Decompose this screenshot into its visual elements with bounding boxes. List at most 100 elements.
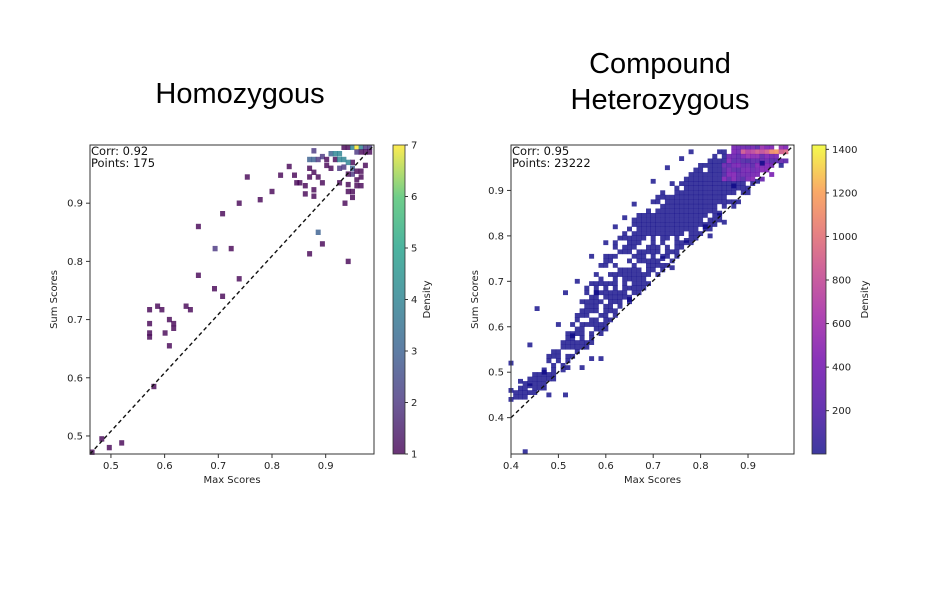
histogram-cell (755, 144, 760, 150)
histogram-cell (698, 176, 704, 182)
histogram-cell (650, 263, 656, 268)
histogram-cell (311, 156, 317, 163)
histogram-cell (513, 394, 519, 400)
histogram-cell (622, 281, 628, 286)
histogram-cell (721, 172, 727, 177)
histogram-cell (655, 199, 661, 205)
histogram-cell (551, 372, 557, 377)
x-tick-label: 0.7 (210, 461, 226, 472)
histogram-cell (679, 199, 685, 205)
histogram-cell (593, 281, 599, 286)
histogram-cell (683, 222, 689, 227)
histogram-cell (688, 217, 694, 223)
histogram-cell (683, 217, 689, 223)
histogram-cell (702, 224, 708, 230)
histogram-cell (717, 199, 723, 205)
histogram-cell (584, 340, 590, 345)
histogram-cell (717, 163, 723, 168)
histogram-cell (783, 158, 789, 164)
y-tick-label: 0.6 (67, 373, 83, 384)
histogram-cell (755, 158, 760, 164)
histogram-cell (311, 169, 317, 175)
histogram-cell (755, 153, 760, 159)
histogram-cell (612, 224, 618, 230)
histogram-cell (589, 317, 595, 323)
histogram-cell (342, 200, 348, 206)
histogram-cell (688, 181, 694, 186)
histogram-cell (731, 172, 737, 177)
histogram-cell (584, 285, 590, 291)
histogram-cell (660, 190, 666, 196)
histogram-cell (769, 172, 775, 177)
histogram-cell (726, 199, 732, 205)
histogram-cell (740, 153, 746, 159)
histogram-cell (541, 381, 547, 386)
colorbar-tick-label: 6 (411, 192, 417, 203)
histogram-cell (731, 158, 737, 164)
y-tick-label: 0.7 (488, 277, 504, 288)
histogram-cell (612, 263, 618, 268)
histogram-cell (660, 226, 666, 232)
histogram-cell (565, 335, 571, 341)
histogram-cell (579, 335, 585, 341)
histogram-cell (589, 303, 595, 309)
histogram-cell (565, 365, 571, 370)
histogram-cell (292, 172, 297, 178)
histogram-cell (307, 156, 313, 163)
histogram-cell (603, 308, 609, 314)
y-tick-label: 0.6 (488, 322, 504, 333)
histogram-cell (627, 244, 632, 250)
histogram-cell (617, 267, 623, 273)
histogram-cell (646, 222, 651, 227)
histogram-cell (636, 213, 642, 218)
histogram-cell (636, 240, 642, 246)
histogram-cell (608, 258, 613, 264)
histogram-cell (726, 172, 732, 177)
histogram-cell (636, 276, 642, 282)
histogram-cell (570, 322, 576, 327)
histogram-cell (622, 231, 628, 236)
histogram-cell (707, 190, 713, 196)
x-tick-label: 0.8 (693, 461, 709, 472)
histogram-cell (717, 190, 723, 196)
histogram-cell (617, 299, 623, 305)
histogram-cell (698, 163, 704, 168)
histogram-cell (736, 167, 741, 173)
colorbar-tick-label: 3 (411, 347, 417, 358)
histogram-cell (664, 253, 670, 259)
histogram-cell (574, 326, 580, 332)
histogram-cell (345, 188, 351, 195)
y-tick-label: 0.8 (67, 257, 83, 268)
histogram-cell (612, 299, 618, 305)
histogram-cell (778, 163, 784, 168)
histogram-cell (698, 199, 704, 205)
histogram-cell (337, 180, 343, 186)
histogram-cell (745, 176, 751, 182)
histogram-cell (541, 369, 547, 375)
histogram-cell (555, 353, 561, 359)
histogram-cell (593, 299, 599, 305)
histogram-cell (669, 217, 675, 223)
histogram-cell (345, 144, 351, 150)
histogram-cell (631, 222, 637, 227)
histogram-cell (750, 163, 756, 168)
y-tick-label: 0.9 (488, 186, 504, 197)
histogram-cell (721, 181, 727, 186)
histogram-cell (631, 276, 637, 282)
y-axis-label: Sum Scores (470, 270, 481, 329)
histogram-cell (759, 176, 765, 182)
histogram-cell (171, 320, 177, 327)
histogram-cell (688, 199, 694, 205)
histogram-cell (563, 290, 568, 296)
histogram-cell (589, 335, 595, 341)
histogram-cell (745, 149, 751, 155)
histogram-cell (527, 376, 533, 382)
histogram-cell (759, 167, 765, 173)
histogram-cell (660, 240, 666, 246)
histogram-cell (740, 149, 746, 155)
histogram-cell (669, 226, 675, 232)
histogram-cell (664, 203, 670, 209)
histogram-cell (641, 253, 647, 259)
x-tick-label: 0.7 (645, 461, 661, 472)
histogram-cell (721, 167, 727, 173)
